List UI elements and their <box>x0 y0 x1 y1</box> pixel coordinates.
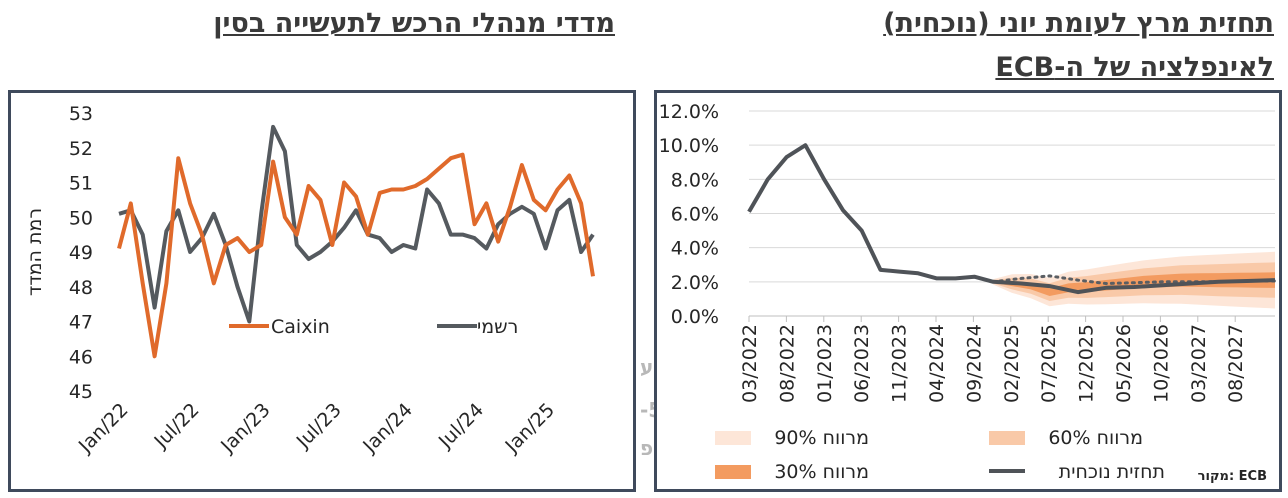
x-tick-label: 04/2024 <box>926 324 948 403</box>
x-tick-label: 08/2027 <box>1225 324 1247 403</box>
right-chart-title-line1: תחזית מרץ לעומת יוני (נוכחית) <box>883 8 1274 39</box>
x-tick-label: 07/2025 <box>1038 324 1060 403</box>
x-tick-label: 09/2024 <box>963 324 985 403</box>
y-tick-label: 2.0% <box>671 272 719 294</box>
y-tick-label: 46 <box>69 346 93 368</box>
y-tick-label: 0.0% <box>671 306 719 328</box>
y-tick-label: 10.0% <box>659 135 719 157</box>
y-tick-label: 45 <box>69 381 93 403</box>
current-forecast-line <box>747 143 1276 295</box>
x-tick-label: 01/2023 <box>814 324 836 403</box>
legend-swatch-band30 <box>715 465 751 479</box>
x-tick-label: 03/2022 <box>739 324 761 403</box>
y-tick-label: 50 <box>69 207 93 229</box>
china-pmi-chart-panel: 53 52 51 50 49 48 47 46 45 רמת המדד Jan/22 Jul/22 Ja… <box>8 90 636 492</box>
x-tick-label: 03/2027 <box>1188 324 1210 403</box>
x-tick-label: Jul/22 <box>150 399 204 453</box>
y-tick-label: 48 <box>69 277 93 299</box>
y-tick-label: 47 <box>69 312 93 334</box>
x-tick-label: 02/2025 <box>1001 324 1023 403</box>
y-axis-title: רמת המדד <box>24 208 46 296</box>
official-line <box>118 124 595 324</box>
legend-label-official: רשמי <box>477 316 518 338</box>
x-tick-label: Jan/24 <box>358 399 417 458</box>
ecb-inflation-chart-panel: 12.0% 10.0% 8.0% 6.0% 4.0% 2.0% 0.0% 03/2022 08/… <box>654 90 1282 492</box>
y-tick-label: 12.0% <box>659 101 719 123</box>
march-projection-line <box>991 274 1277 286</box>
y-tick-label: 53 <box>69 103 93 125</box>
background-fragment: פ <box>640 436 654 460</box>
x-tick-label: 08/2022 <box>776 324 798 403</box>
legend-label-band90: מרווח 90% <box>774 427 869 449</box>
background-fragment: ע <box>640 355 654 379</box>
y-tick-label: 51 <box>69 173 93 195</box>
y-tick-label: 4.0% <box>671 238 719 260</box>
x-tick-label: Jul/24 <box>434 399 488 453</box>
source-note: מקור: ECB <box>1198 469 1267 484</box>
x-tick-label: Jan/23 <box>216 399 275 458</box>
x-tick-label: Jul/23 <box>292 399 346 453</box>
legend-label-band30: מרווח 30% <box>774 461 869 483</box>
x-tick-label: 11/2023 <box>889 324 911 403</box>
x-tick-label: 10/2026 <box>1150 324 1172 403</box>
caixin-line <box>117 152 595 359</box>
y-tick-label: 8.0% <box>671 169 719 191</box>
x-tick-label: Jan/25 <box>501 399 560 458</box>
legend-label-caixin: Caixin <box>271 316 330 338</box>
legend-swatch-band90 <box>715 431 751 445</box>
ecb-inflation-chart: 12.0% 10.0% 8.0% 6.0% 4.0% 2.0% 0.0% 03/2022 08/… <box>659 101 1277 484</box>
legend-label-current: תחזית נוכחית <box>1059 461 1165 483</box>
y-tick-label: 52 <box>69 138 93 160</box>
x-tick-label: 12/2025 <box>1076 324 1098 403</box>
left-chart-title: מדדי מנהלי הרכש לתעשייה בסין <box>213 8 615 39</box>
x-tick-label: 05/2026 <box>1113 324 1135 403</box>
y-tick-label: 49 <box>69 242 93 264</box>
right-chart-title-line2: לאינפלציה של ה-ECB <box>995 52 1274 83</box>
y-tick-label: 6.0% <box>671 204 719 226</box>
x-tick-label: Jan/22 <box>74 399 133 458</box>
x-tick-label: 06/2023 <box>851 324 873 403</box>
legend-swatch-band60 <box>989 431 1025 445</box>
legend-label-band60: מרווח 60% <box>1048 427 1143 449</box>
